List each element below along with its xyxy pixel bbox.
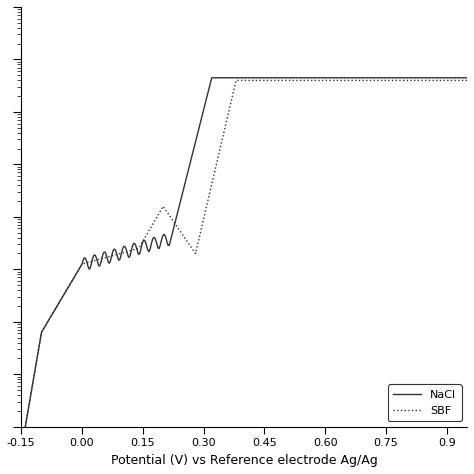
Line: NaCl: NaCl (25, 78, 467, 427)
NaCl (84, 261, 90, 266)
SBF (170, 218, 176, 224)
NaCl (464, 75, 470, 81)
NaCl (37, 339, 43, 345)
Legend: NaCl, SBF: NaCl, SBF (388, 384, 462, 421)
X-axis label: Potential (V) vs Reference electrode Ag/Ag: Potential (V) vs Reference electrode Ag/… (111, 454, 377, 467)
Line: SBF: SBF (25, 81, 467, 427)
SBF (56, 300, 62, 306)
SBF (464, 78, 470, 83)
SBF (230, 89, 236, 95)
NaCl (75, 268, 81, 274)
SBF (46, 317, 52, 323)
NaCl (22, 424, 28, 429)
SBF (22, 424, 28, 429)
NaCl (122, 244, 128, 249)
NaCl (209, 75, 215, 81)
SBF (233, 78, 239, 83)
NaCl (301, 75, 306, 81)
NaCl (112, 246, 118, 252)
SBF (214, 160, 219, 165)
SBF (219, 139, 225, 145)
